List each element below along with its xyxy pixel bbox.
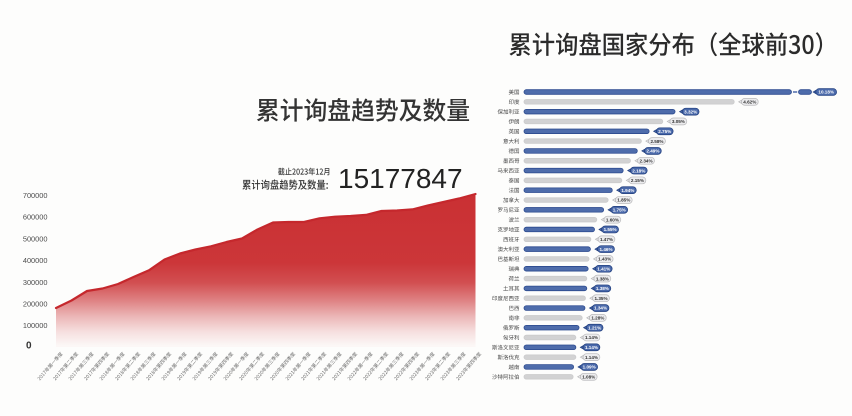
svg-text:10.18%: 10.18% [818, 90, 834, 95]
svg-text:1.08%: 1.08% [582, 374, 595, 379]
svg-text:1.38%: 1.38% [596, 286, 609, 291]
svg-text:2.18%: 2.18% [632, 168, 645, 173]
svg-text:1.43%: 1.43% [598, 257, 611, 262]
svg-text:0: 0 [26, 341, 32, 352]
svg-text:2.15%: 2.15% [631, 178, 644, 183]
svg-text:1.14%: 1.14% [585, 355, 598, 360]
svg-text:700000: 700000 [23, 191, 48, 200]
svg-text:1.28%: 1.28% [591, 316, 604, 321]
svg-text:2.34%: 2.34% [640, 158, 653, 163]
svg-text:1.47%: 1.47% [600, 237, 613, 242]
svg-text:1.09%: 1.09% [583, 365, 596, 370]
svg-text:1.94%: 1.94% [621, 188, 634, 193]
svg-text:1.41%: 1.41% [597, 266, 610, 271]
svg-text:1.60%: 1.60% [606, 217, 619, 222]
svg-text:3.32%: 3.32% [684, 109, 697, 114]
svg-text:3.05%: 3.05% [672, 119, 685, 124]
svg-text:1.34%: 1.34% [594, 306, 607, 311]
svg-text:1.46%: 1.46% [600, 247, 613, 252]
svg-text:500000: 500000 [23, 234, 48, 243]
svg-text:2.58%: 2.58% [650, 139, 663, 144]
svg-text:200000: 200000 [23, 300, 48, 309]
svg-text:1.14%: 1.14% [585, 345, 598, 350]
svg-text:100000: 100000 [23, 321, 48, 330]
svg-text:400000: 400000 [23, 256, 48, 265]
svg-text:300000: 300000 [23, 278, 48, 287]
svg-text:1.35%: 1.35% [595, 296, 608, 301]
svg-text:2.75%: 2.75% [658, 129, 671, 134]
svg-text:1.75%: 1.75% [613, 208, 626, 213]
svg-text:4.62%: 4.62% [743, 100, 756, 105]
svg-text:600000: 600000 [23, 213, 48, 222]
svg-text:1.55%: 1.55% [604, 227, 617, 232]
svg-text:1.14%: 1.14% [585, 335, 598, 340]
svg-text:2.49%: 2.49% [646, 149, 659, 154]
svg-text:1.21%: 1.21% [588, 325, 601, 330]
svg-text:15177847: 15177847 [338, 163, 463, 194]
svg-text:1.38%: 1.38% [596, 276, 609, 281]
svg-text:1.85%: 1.85% [617, 198, 630, 203]
